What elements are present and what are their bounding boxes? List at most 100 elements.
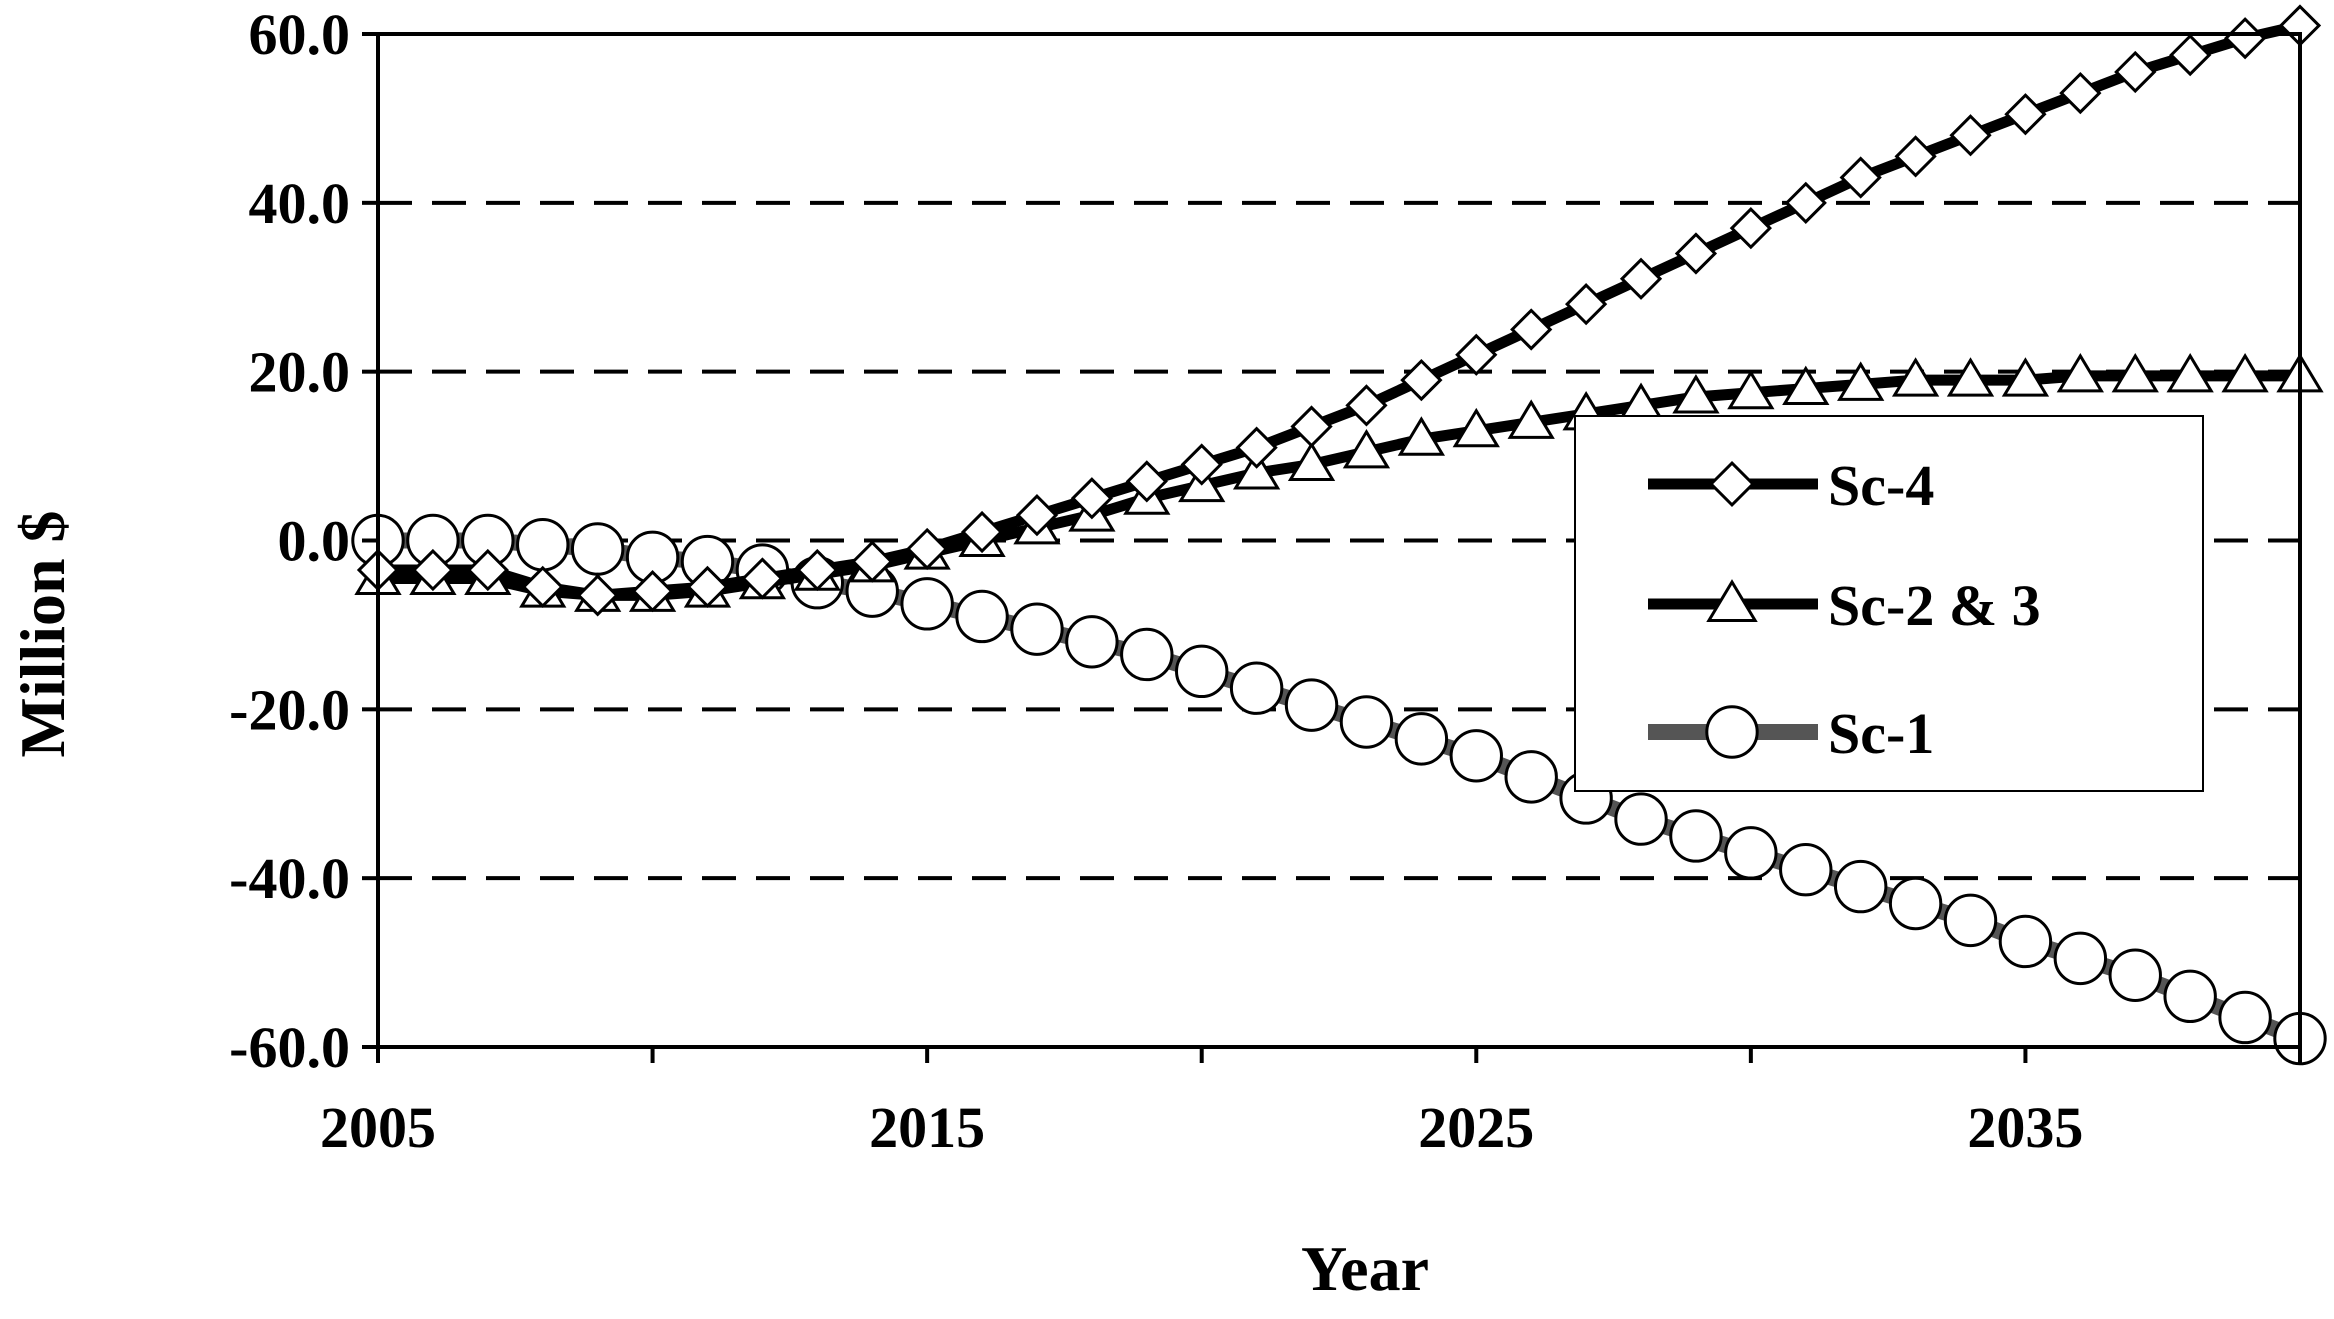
- data-point: [1507, 399, 1555, 439]
- data-point: [2169, 33, 2212, 77]
- data-point: [1510, 308, 1553, 351]
- y-tick-label: -20.0: [229, 677, 350, 742]
- data-point: [686, 565, 729, 609]
- data-point: [906, 527, 949, 571]
- legend-label: Sc-2 & 3: [1828, 573, 2041, 638]
- data-point: [521, 565, 564, 609]
- y-tick-label: 20.0: [249, 340, 351, 405]
- legend-item: Sc-1: [1648, 701, 1934, 766]
- data-point: [1452, 407, 1500, 448]
- data-point: [1619, 257, 1663, 300]
- data-point: [1010, 602, 1064, 656]
- axis-layer: 60.0 40.0 20.0 0.0 -20.0 -40.0 -60.0 2005 2015 20…: [229, 2, 2302, 1160]
- data-point: [2004, 93, 2047, 136]
- data-point: [1674, 232, 1718, 275]
- data-point: [2059, 71, 2102, 115]
- x-tick-label: 2015: [869, 1095, 985, 1160]
- data-point: [1779, 843, 1833, 897]
- legend-marker: [1706, 579, 1758, 622]
- legend-marker: [1708, 460, 1756, 508]
- data-point: [1998, 914, 2053, 969]
- data-point: [1287, 441, 1336, 482]
- data-point: [1782, 365, 1830, 406]
- data-point: [900, 577, 954, 631]
- data-point: [960, 510, 1004, 554]
- data-point: [570, 522, 625, 576]
- data-point: [1837, 361, 1885, 401]
- data-point: [1284, 678, 1339, 732]
- legend-item: Sc-2 & 3: [1648, 573, 2041, 638]
- x-tick-label: 2025: [1418, 1095, 1534, 1160]
- data-point: [2223, 17, 2267, 60]
- data-point: [1949, 114, 1992, 157]
- data-point: [2053, 931, 2108, 986]
- data-point: [2221, 352, 2269, 393]
- legend: Sc-4 Sc-2 & 3 Sc-1: [1574, 415, 2204, 792]
- data-point: [1394, 712, 1449, 766]
- legend-label: Sc-1: [1828, 701, 1934, 766]
- data-point: [516, 518, 570, 572]
- data-point: [576, 574, 619, 617]
- data-point: [1120, 627, 1174, 682]
- data-point: [1455, 333, 1498, 376]
- data-point: [2001, 357, 2050, 397]
- data-point: [1070, 477, 1114, 520]
- y-tick-label: 60.0: [249, 2, 351, 67]
- data-point: [1729, 207, 1772, 250]
- data-point: [1180, 443, 1223, 486]
- data-point: [2056, 352, 2104, 393]
- data-point: [2111, 352, 2159, 393]
- data-point: [1235, 426, 1278, 469]
- data-point: [1943, 893, 1998, 948]
- data-point: [1400, 358, 1443, 402]
- data-point: [851, 540, 894, 583]
- data-point: [1232, 450, 1281, 490]
- legend-label: Sc-4: [1828, 453, 1934, 518]
- data-point: [1345, 384, 1388, 427]
- data-point: [1833, 859, 1888, 914]
- data-point: [631, 570, 674, 613]
- data-point: [1290, 405, 1333, 448]
- data-point: [1342, 428, 1391, 469]
- data-point: [1894, 135, 1937, 178]
- data-point: [2163, 969, 2217, 1024]
- data-point: [1888, 876, 1943, 931]
- data-point: [411, 548, 455, 592]
- data-point: [1229, 661, 1284, 715]
- data-point: [466, 548, 509, 592]
- y-tick-label: -40.0: [229, 846, 350, 911]
- data-point: [1564, 283, 1608, 326]
- x-tick-label: 2035: [1967, 1095, 2083, 1160]
- data-point: [741, 557, 784, 600]
- data-point: [1784, 181, 1827, 224]
- y-axis-label: Million $: [7, 510, 78, 757]
- data-point: [955, 589, 1009, 644]
- legend-marker: [1705, 705, 1759, 759]
- data-point: [1125, 460, 1168, 503]
- y-tick-label: 0.0: [278, 509, 351, 574]
- data-point: [2114, 50, 2157, 94]
- y-tick-label: -60.0: [229, 1015, 350, 1080]
- data-point: [1891, 357, 1940, 397]
- data-point: [1614, 792, 1668, 846]
- data-point: [1946, 357, 1995, 397]
- series-sc-4: [356, 4, 2322, 617]
- data-point: [1669, 809, 1723, 863]
- data-point: [1672, 374, 1720, 414]
- data-point: [1339, 695, 1394, 749]
- legend-item: Sc-4: [1648, 453, 1934, 518]
- y-tick-label: 40.0: [249, 171, 351, 236]
- data-point: [1397, 416, 1446, 456]
- data-point: [1065, 615, 1119, 669]
- data-point: [1015, 494, 1059, 537]
- data-point: [1449, 729, 1503, 783]
- data-point: [2108, 948, 2162, 1002]
- series-layer: [351, 4, 2327, 1066]
- x-axis-label: Year: [1301, 1233, 1429, 1304]
- x-tick-label: 2005: [320, 1095, 436, 1160]
- data-point: [2218, 990, 2272, 1045]
- data-point: [1727, 369, 1775, 410]
- data-point: [1839, 156, 1882, 199]
